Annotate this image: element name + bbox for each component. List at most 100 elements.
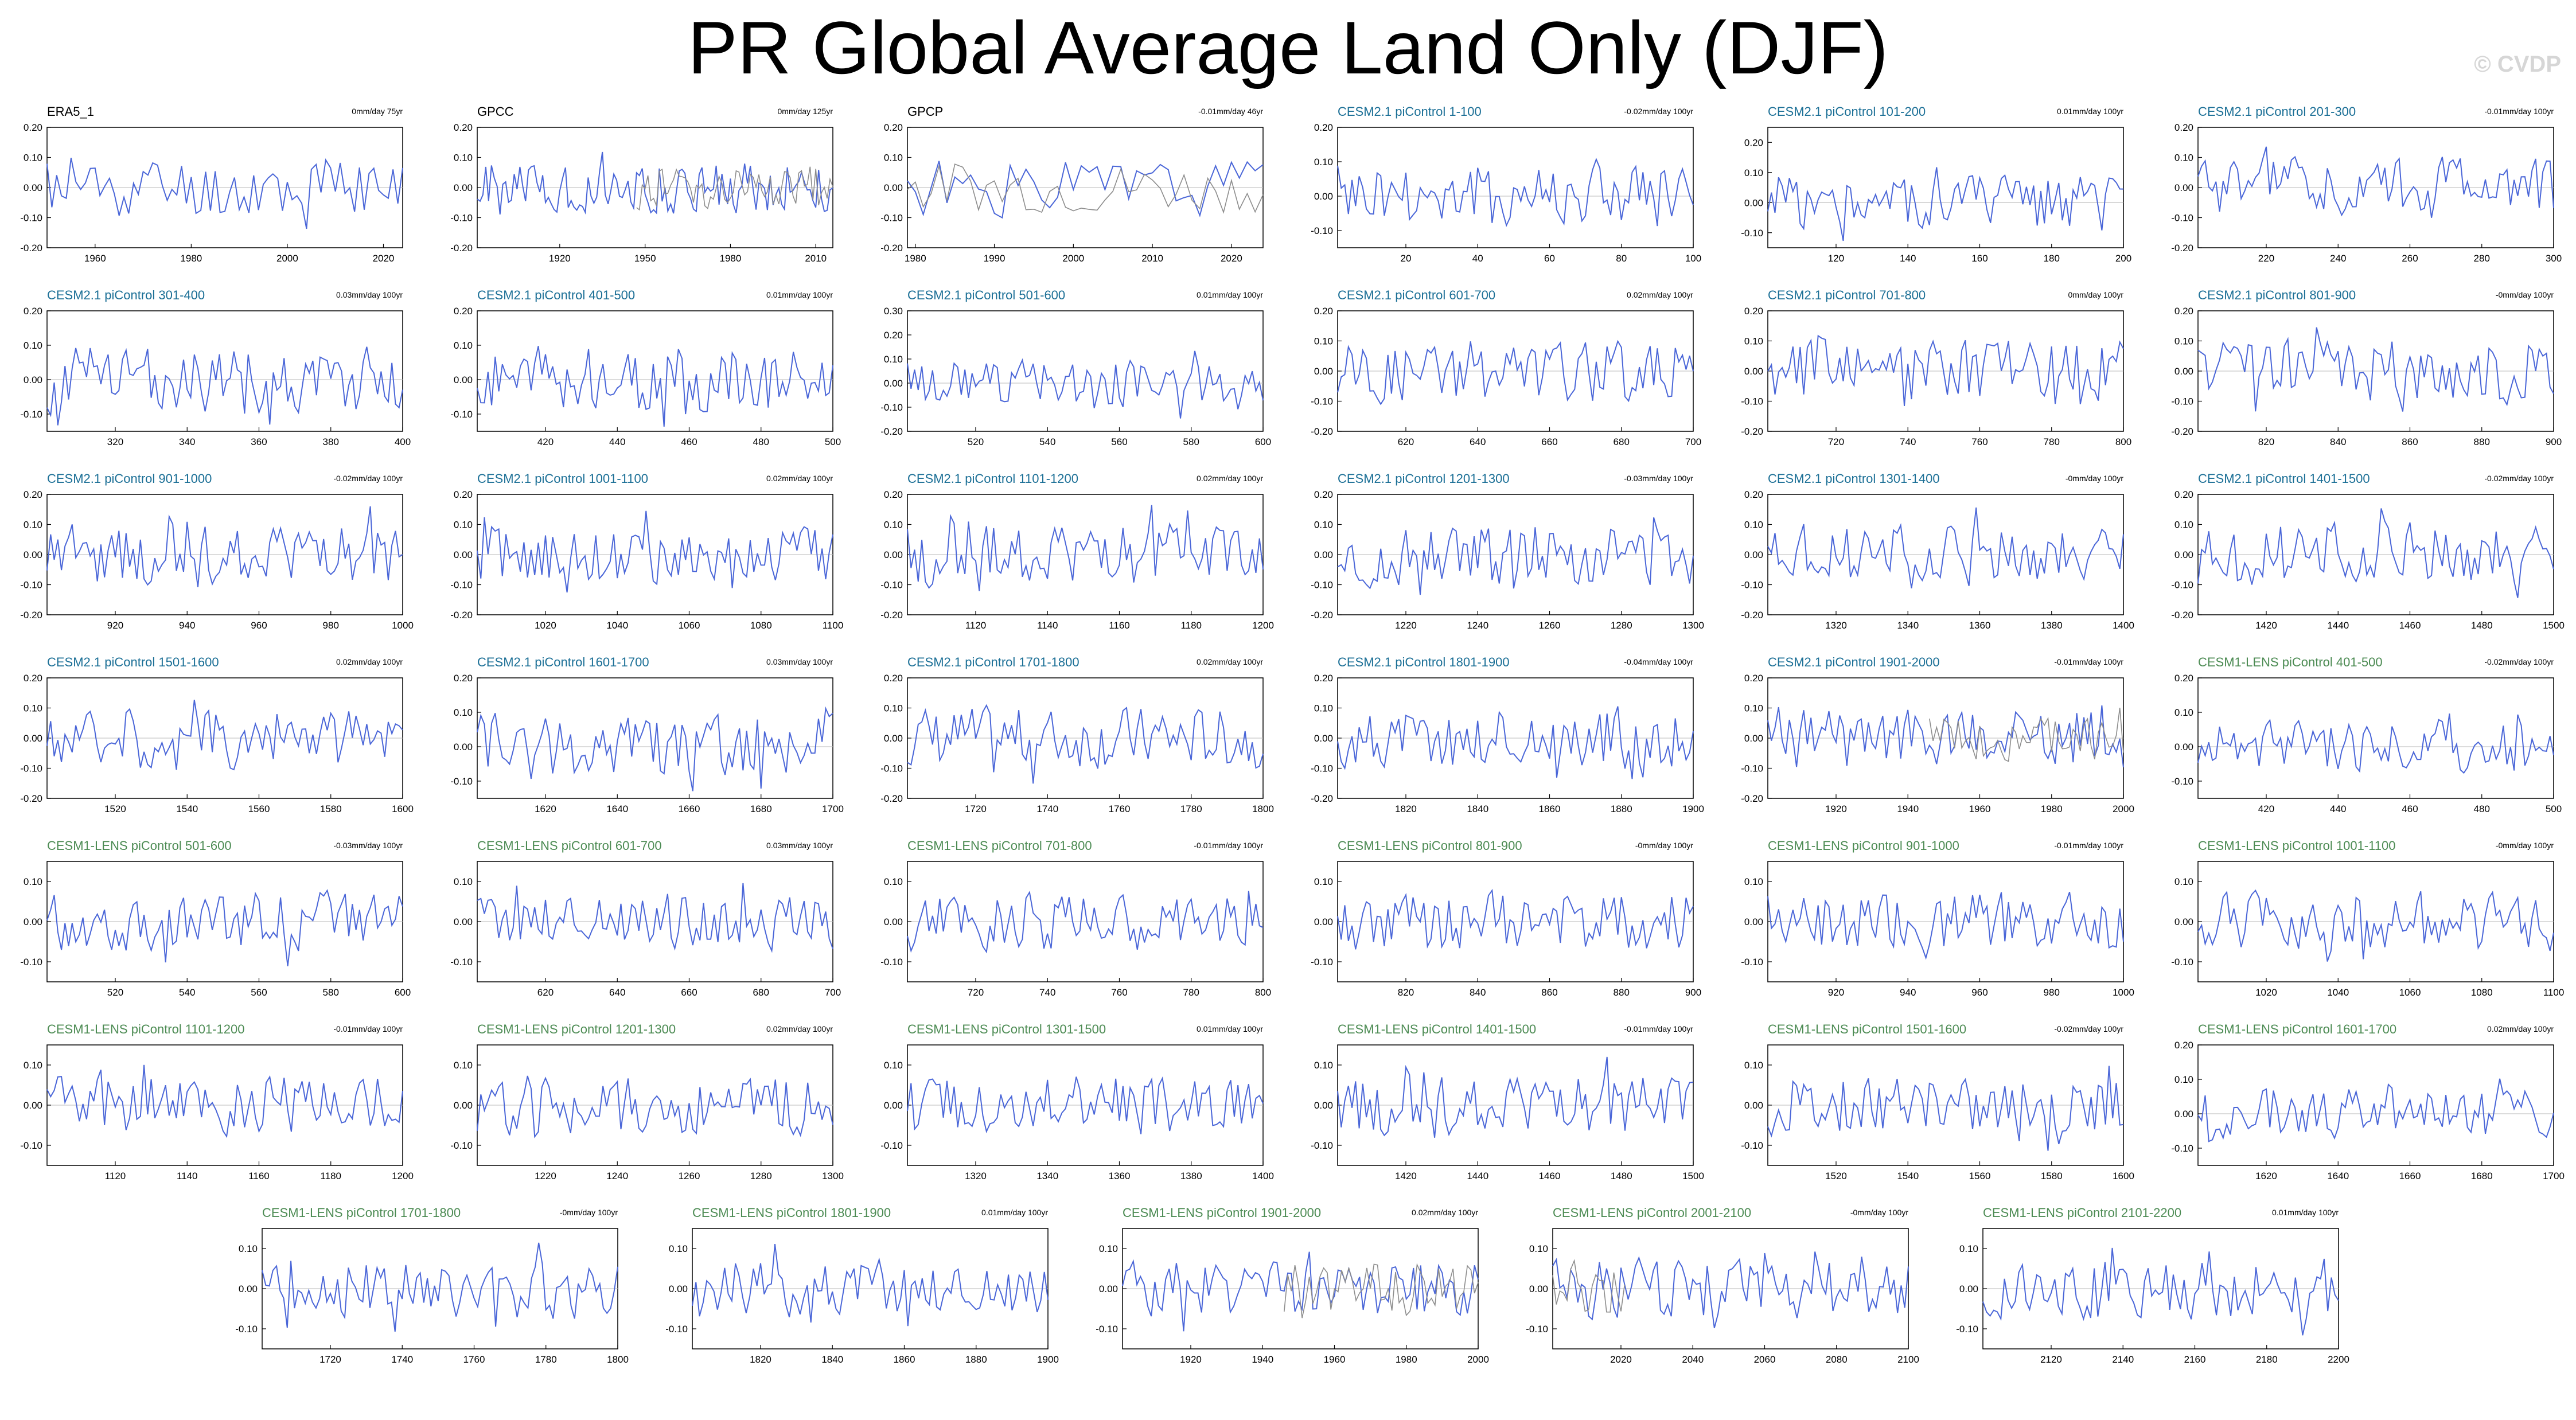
panel-trend: -0.01mm/day 100yr [333,1024,403,1033]
series-line-model [1337,340,1694,405]
x-tick-label: 1480 [1611,1171,1632,1181]
y-tick-label: 0.10 [1314,157,1333,167]
x-tick-label: 1020 [2255,987,2277,998]
x-tick-label: 500 [825,436,841,447]
x-tick-label: 1940 [1897,803,1919,814]
x-tick-label: 1700 [2543,1171,2565,1181]
series-line-model [692,1243,1049,1327]
y-tick-label: 0.10 [1959,1243,1978,1254]
series-line-model [477,883,833,953]
x-tick-label: 1600 [392,803,414,814]
panel-plot: 0.20 0.10 0.00 -0.10 120 140 160 180 200 [1741,127,2131,264]
x-tick-label: 880 [2474,436,2490,447]
x-tick-label: 260 [2402,253,2418,264]
x-tick-label: 1340 [1036,1171,1058,1181]
panel-title: CESM2.1 piControl 1201-1300 [1338,471,1510,486]
chart-panel: CESM1-LENS piControl 1001-1100 -0mm/day 1… [2164,838,2564,1005]
x-tick-label: 860 [2402,436,2418,447]
y-tick-label: -0.10 [450,213,473,224]
panel-title: CESM1-LENS piControl 1001-1100 [2198,838,2396,853]
x-tick-label: 1140 [1037,620,1058,631]
x-tick-label: 860 [1541,987,1557,998]
x-tick-label: 1220 [1395,620,1417,631]
x-tick-label: 820 [2258,436,2274,447]
x-tick-label: 1900 [1037,1354,1059,1365]
panel-plot: 0.10 0.00 -0.10 1420 1440 1460 1480 1500 [1311,1044,1704,1181]
panel-plot: 0.20 0.10 0.00 -0.10 320 340 360 380 400 [20,306,411,447]
x-tick-label: 1560 [248,803,270,814]
x-tick-label: 800 [1255,987,1271,998]
x-tick-label: 560 [1111,436,1127,447]
panel-plot: 0.20 0.10 0.00 -0.10 1620 1640 1660 1680 1700 [2171,1040,2565,1181]
chart-panel: CESM2.1 piControl 401-500 0.01mm/day 100y… [443,288,841,454]
chart-panel: CESM1-LENS piControl 1901-2000 0.02mm/day… [1088,1206,1489,1372]
y-tick-label: 0.00 [454,742,473,752]
y-tick-label: 0.10 [1744,876,1763,887]
x-tick-label: 960 [251,620,267,631]
panel-plot: 0.20 0.10 0.00 -0.10 -0.20 1960 1980 2000 2020 [20,122,403,264]
y-tick-label: 0.10 [669,1243,688,1254]
x-tick-label: 2010 [1141,253,1163,264]
chart-panel: CESM2.1 piControl 1401-1500 -0.02mm/day 1… [2164,471,2565,638]
chart-panel: CESM1-LENS piControl 2101-2200 0.01mm/day… [1948,1206,2349,1372]
series-line-model [1767,891,2124,960]
x-tick-label: 300 [2546,253,2562,264]
y-tick-label: 0.10 [1744,520,1763,530]
panel-title: CESM2.1 piControl 1901-2000 [1768,655,1940,669]
panel-title: CESM2.1 piControl 301-400 [47,288,205,302]
x-tick-label: 220 [2258,253,2274,264]
x-tick-label: 1400 [1252,1171,1274,1181]
y-tick-label: 0.10 [1744,336,1763,347]
y-tick-label: 0.00 [239,1284,258,1294]
x-tick-label: 1200 [1252,620,1274,631]
panel-trend: 0.02mm/day 100yr [2487,1024,2554,1033]
panel-plot: 0.20 0.10 0.00 -0.10 -0.20 220 240 260 280 300 [2171,122,2562,264]
y-tick-label: 0.10 [2174,1074,2193,1085]
y-tick-label: 0.10 [24,876,42,887]
panel-plot: 0.10 0.00 -0.10 720 740 760 780 800 [880,861,1271,998]
x-tick-label: 1740 [1036,803,1058,814]
panel-plot: 0.10 0.00 -0.10 620 640 660 680 700 [450,861,841,998]
chart-panel: CESM2.1 piControl 1901-2000 -0.01mm/day 1… [1733,655,2134,821]
chart-panel: CESM1-LENS piControl 1301-1500 0.01mm/day… [873,1022,1274,1188]
chart-panel: CESM1-LENS piControl 1701-1800 -0mm/day 1… [228,1206,629,1372]
x-tick-label: 1280 [1611,620,1632,631]
x-tick-label: 1440 [1467,1171,1488,1181]
y-tick-label: -0.10 [2171,580,2193,591]
y-tick-label: 0.10 [454,707,473,718]
y-tick-label: 0.00 [1744,549,1763,560]
x-tick-label: 1980 [720,253,742,264]
x-tick-label: 1660 [679,803,700,814]
panel-plot: 0.20 0.10 0.00 -0.10 -0.20 1820 1840 1860 1880 19… [1311,673,1704,814]
y-tick-label: 0.20 [1744,673,1763,684]
y-tick-label: 0.20 [2174,122,2193,133]
plot-frame [46,310,403,432]
x-tick-label: 380 [323,436,339,447]
x-tick-label: 660 [1541,436,1557,447]
panel-trend: -0.02mm/day 100yr [2054,1024,2123,1033]
x-tick-label: 1440 [2327,620,2349,631]
y-tick-label: 0.00 [24,733,42,744]
series-line-model [477,346,833,427]
x-tick-label: 500 [2546,803,2562,814]
x-tick-label: 660 [681,987,697,998]
y-tick-label: -0.10 [2171,396,2193,407]
y-tick-label: -0.10 [1741,957,1763,968]
y-tick-label: 0.10 [454,340,473,351]
chart-panel: CESM2.1 piControl 301-400 0.03mm/day 100y… [13,288,411,454]
panel-plot: 0.10 0.00 -0.10 1120 1140 1160 1180 1200 [20,1044,414,1181]
series-line-observed [1552,1259,1626,1313]
y-tick-label: -0.20 [20,610,42,621]
x-tick-label: 2100 [1897,1354,1919,1365]
panel-trend: 0mm/day 100yr [2068,290,2123,299]
series-line-model [907,1076,1264,1134]
x-tick-label: 20 [1401,253,1412,264]
series-line-model [46,158,403,229]
x-tick-label: 1420 [1395,1171,1417,1181]
panel-title: CESM2.1 piControl 901-1000 [47,471,212,486]
panel-title: CESM2.1 piControl 1-100 [1338,104,1482,119]
x-tick-label: 880 [1614,987,1630,998]
y-tick-label: 0.00 [1744,1100,1763,1111]
x-tick-label: 460 [2402,803,2418,814]
x-tick-label: 340 [179,436,195,447]
